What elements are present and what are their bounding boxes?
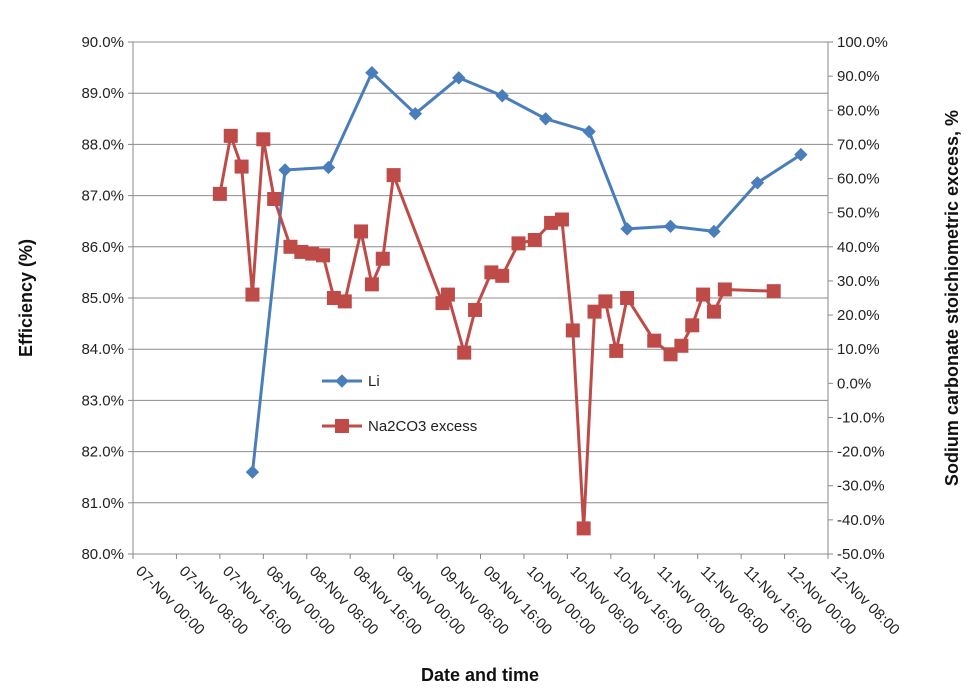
data-point bbox=[452, 71, 466, 85]
left-tick-label: 88.0% bbox=[81, 136, 124, 153]
data-point bbox=[663, 347, 678, 362]
left-tick-label: 86.0% bbox=[81, 239, 124, 256]
right-tick-label: 70.0% bbox=[837, 136, 880, 153]
right-tick-label: 0.0% bbox=[837, 375, 871, 392]
data-point bbox=[245, 465, 260, 479]
data-point bbox=[620, 222, 634, 236]
data-point bbox=[707, 224, 721, 239]
x-axis-title: Date and time bbox=[421, 665, 539, 685]
left-tick-label: 89.0% bbox=[81, 85, 124, 102]
legend-marker bbox=[335, 419, 349, 433]
data-point bbox=[576, 521, 591, 536]
series-li bbox=[245, 66, 808, 479]
right-tick-label: -10.0% bbox=[837, 409, 885, 426]
right-tick-label: -30.0% bbox=[837, 478, 885, 495]
data-point bbox=[223, 128, 238, 143]
data-point bbox=[375, 251, 390, 266]
left-tick-label: 84.0% bbox=[81, 341, 124, 358]
data-point bbox=[766, 284, 781, 299]
legend-label: Na2CO3 excess bbox=[368, 418, 477, 435]
gridlines bbox=[133, 41, 828, 555]
data-point bbox=[794, 147, 808, 162]
right-axis-title: Sodium carbonate stoichiometric excess, … bbox=[942, 110, 962, 486]
data-point bbox=[495, 89, 509, 103]
right-tick-label: -20.0% bbox=[837, 444, 885, 461]
legend-entry: Na2CO3 excess bbox=[322, 418, 477, 435]
left-tick-label: 90.0% bbox=[81, 34, 124, 51]
data-point bbox=[620, 291, 635, 305]
data-point bbox=[321, 160, 336, 175]
data-point bbox=[554, 212, 569, 227]
left-tick-label: 81.0% bbox=[81, 495, 124, 512]
right-tick-label: -40.0% bbox=[837, 512, 885, 529]
legend-entry: Li bbox=[322, 373, 380, 390]
data-point bbox=[365, 66, 379, 80]
legend: Li Na2CO3 excess bbox=[322, 373, 477, 435]
data-point bbox=[582, 124, 596, 139]
left-tick-label: 85.0% bbox=[81, 290, 124, 307]
data-point bbox=[354, 224, 369, 239]
data-point bbox=[256, 132, 271, 147]
data-point bbox=[706, 304, 721, 319]
right-tick-label: 100.0% bbox=[837, 34, 888, 51]
data-point bbox=[527, 232, 542, 247]
right-axis-ticks: -50.0% -40.0% -30.0% -20.0% -10.0% 0.0% 10.0% 2… bbox=[828, 34, 888, 563]
data-point bbox=[609, 343, 624, 358]
legend-label: Li bbox=[368, 373, 380, 390]
data-point bbox=[267, 192, 282, 207]
data-point bbox=[750, 176, 765, 190]
data-point bbox=[364, 277, 379, 292]
data-point bbox=[647, 333, 662, 348]
data-point bbox=[316, 248, 331, 263]
right-tick-label: 40.0% bbox=[837, 239, 880, 256]
left-tick-label: 87.0% bbox=[81, 188, 124, 205]
right-tick-label: 80.0% bbox=[837, 102, 880, 119]
right-tick-label: 50.0% bbox=[837, 205, 880, 222]
data-point bbox=[696, 287, 711, 302]
left-tick-label: 82.0% bbox=[81, 444, 124, 461]
right-tick-label: 60.0% bbox=[837, 171, 880, 188]
series-na2co3-excess bbox=[212, 128, 781, 536]
data-point bbox=[468, 302, 483, 317]
left-tick-label: 80.0% bbox=[81, 546, 124, 563]
left-axis-ticks: 80.0% 81.0% 82.0% 83.0% 84.0% 85.0% 86.0% 87.0%… bbox=[81, 34, 133, 563]
data-point bbox=[495, 268, 510, 283]
right-tick-label: -50.0% bbox=[837, 546, 885, 563]
data-point bbox=[386, 168, 401, 183]
left-tick-label: 83.0% bbox=[81, 392, 124, 409]
data-point bbox=[717, 282, 732, 297]
right-tick-label: 20.0% bbox=[837, 307, 880, 324]
left-axis-title: Efficiency (%) bbox=[16, 239, 36, 357]
data-point bbox=[587, 304, 602, 319]
series-layer bbox=[212, 66, 808, 536]
data-point bbox=[685, 318, 700, 333]
data-point bbox=[337, 294, 352, 309]
data-point bbox=[234, 159, 249, 174]
data-point bbox=[598, 294, 613, 309]
data-point bbox=[278, 163, 292, 177]
data-point bbox=[457, 345, 472, 360]
legend-marker bbox=[335, 374, 349, 388]
data-point bbox=[663, 219, 678, 234]
series-line bbox=[251, 71, 802, 473]
right-tick-label: 90.0% bbox=[837, 68, 880, 85]
data-point bbox=[674, 338, 689, 353]
right-tick-label: 30.0% bbox=[837, 273, 880, 290]
data-point bbox=[245, 287, 260, 302]
data-point bbox=[440, 287, 455, 302]
data-point bbox=[565, 323, 580, 338]
data-point bbox=[538, 112, 553, 126]
right-tick-label: 10.0% bbox=[837, 341, 880, 358]
data-point bbox=[212, 186, 227, 201]
data-point bbox=[408, 106, 423, 121]
data-point bbox=[511, 236, 526, 251]
